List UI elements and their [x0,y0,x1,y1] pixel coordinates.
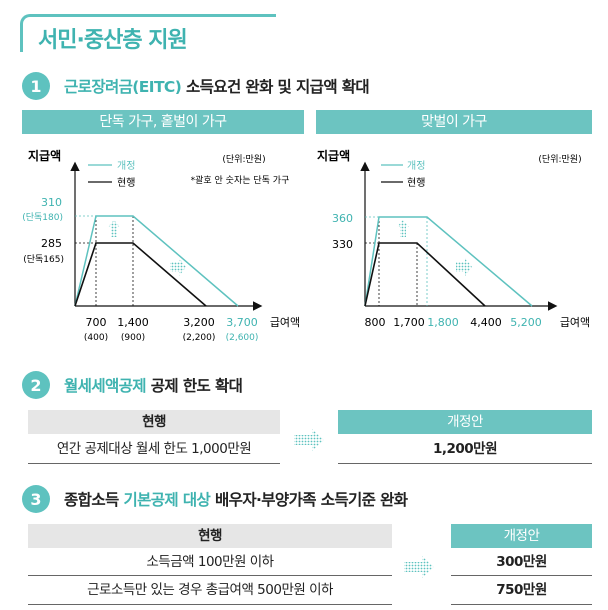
section2-new-value: 1,200만원 [338,434,592,464]
single-note: *괄호 안 숫자는 단독 가구 [191,174,290,186]
section2-title-rest: 공제 한도 확대 [145,377,243,395]
dual-legend-new-label: 개정 [407,160,425,172]
section2-title-highlight: 월세세액공제 [64,377,147,395]
single-y-new-sub: (단독180) [22,212,63,223]
dual-cur-line [364,242,486,307]
section3-new-table: 개정안 300만원 750만원 [451,524,592,605]
single-x4: 3,700 [226,316,258,329]
section3-current-row-2: 근로소득만 있는 경우 총급여액 500만원 이하 [28,576,392,605]
page-title-frame: 서민·중산층 지원 [20,14,280,54]
section1-heading: 1 근로장려금(EITC) 소득요건 완화 및 지급액 확대 [22,72,370,100]
single-y-new: 310 [41,196,62,209]
dual-x1: 800 [365,316,386,329]
section1-title-highlight: 근로장려금(EITC) [64,78,182,96]
single-x3-sub: (2,200) [183,333,216,343]
section3-new-header: 개정안 [451,524,592,548]
single-panel-header: 단독 가구, 홑벌이 가구 [22,110,304,134]
single-cur-line [74,242,207,307]
single-x2: 1,400 [117,316,149,329]
section3-current-row-1: 소득금액 100만원 이하 [28,548,392,576]
section2-new-table: 개정안 1,200만원 [338,410,592,464]
dual-y-new: 360 [332,212,353,225]
title-bracket [20,14,276,52]
dual-ylabel: 지급액 [317,148,350,163]
section3-current-table: 현행 소득금액 100만원 이하 근로소득만 있는 경우 총급여액 500만원 … [28,524,392,605]
dual-x5: 5,200 [510,316,542,329]
single-new-line [74,215,239,307]
section1-number: 1 [22,72,50,100]
single-y-cur: 285 [41,237,62,250]
single-x1-sub: (400) [84,333,108,343]
dual-new-line [364,216,533,307]
section3-new-row-2: 750만원 [451,576,592,605]
section3-heading: 3 종합소득 기본공제 대상 배우자·부양가족 소득기준 완화 [22,485,408,513]
section2-heading: 2 월세세액공제 공제 한도 확대 [22,371,243,399]
section3-current-header: 현행 [28,524,392,548]
section2-current-value: 연간 공제대상 월세 한도 1,000만원 [28,434,280,464]
dual-xlabel: 급여액 [560,316,590,329]
single-x4-sub: (2,600) [226,333,259,343]
section3-title-rest: 배우자·부양가족 소득기준 완화 [210,491,408,509]
section3-new-row-1: 300만원 [451,548,592,576]
single-y-cur-sub: (단독165) [23,254,64,265]
section1-title-rest: 소득요건 완화 및 지급액 확대 [181,78,370,96]
single-ylabel: 지급액 [28,148,61,163]
single-x1: 700 [86,316,107,329]
dual-y-cur: 330 [332,238,353,251]
section3-title-highlight: 기본공제 대상 [123,491,211,509]
dual-x3: 1,800 [427,316,459,329]
section2-current-header: 현행 [28,410,280,434]
dual-x4: 4,400 [470,316,502,329]
dual-x2: 1,700 [393,316,425,329]
single-x3: 3,200 [183,316,215,329]
single-xlabel: 급여액 [270,316,300,329]
dual-household-chart: 지급액 (단위:만원) 개정 현행 360 330 800 1,700 1,80… [317,148,590,329]
section2-current-table: 현행 연간 공제대상 월세 한도 1,000만원 [28,410,280,464]
legend-cur-label: 현행 [117,177,135,189]
page-title: 서민·중산층 지원 [38,28,188,53]
section3-arrow-icon [404,556,434,578]
section2-new-header: 개정안 [338,410,592,434]
right-arrow-icon [170,258,186,276]
dual-up-arrow-icon [397,220,409,237]
dual-unit: (단위:만원) [538,154,581,165]
up-arrow-icon [108,220,120,237]
dual-right-arrow-icon [456,258,472,276]
section3-number: 3 [22,485,50,513]
single-unit: (단위:만원) [222,154,265,165]
single-household-chart: 지급액 (단위:만원) *괄호 안 숫자는 단독 가구 개정 현행 310 (단… [22,148,300,343]
legend-new-label: 개정 [117,160,135,172]
single-x2-sub: (900) [121,333,145,343]
dual-legend-cur-label: 현행 [407,177,425,189]
dual-panel-header: 맞벌이 가구 [316,110,592,134]
section2-number: 2 [22,371,50,399]
section3-title-a: 종합소득 [64,491,124,509]
section2-arrow-icon [294,429,324,451]
